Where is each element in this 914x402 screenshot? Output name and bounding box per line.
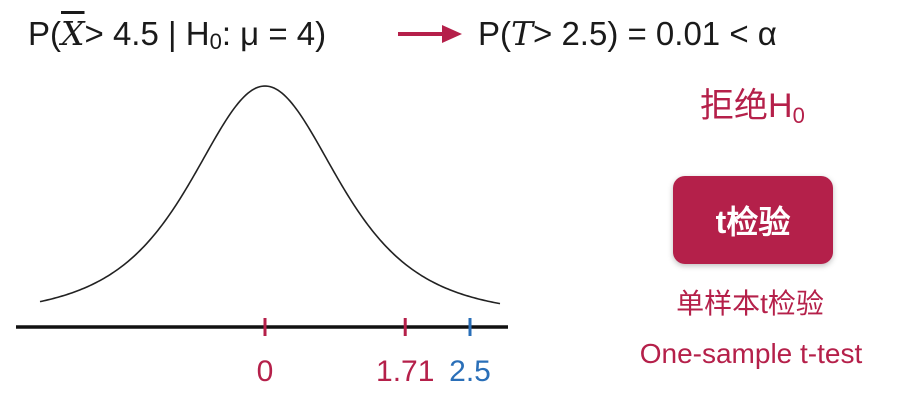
formula-right: P(T> 2.5) = 0.01 < α: [478, 10, 777, 58]
reject-subscript: 0: [792, 103, 805, 128]
axis-ticks: [263, 318, 472, 336]
formula-left-prefix: P(: [28, 15, 61, 52]
hypothesis-formula: P(X> 4.5 | H0: μ = 4) P(T> 2.5) = 0.01 <…: [28, 10, 898, 66]
sample-mean-symbol: X: [61, 14, 85, 53]
t-test-button-label: t检验: [715, 204, 791, 240]
axis-tick-label-2: 2.5: [449, 355, 491, 388]
arrow-icon: [398, 25, 462, 43]
axis-tick-label-1: 1.71: [376, 355, 435, 388]
caption-english: One-sample t-test: [639, 338, 863, 369]
h-subscript: 0: [209, 29, 222, 54]
reject-text: 拒绝H: [700, 87, 793, 125]
density-curve: [39, 85, 501, 305]
caption-chinese: 单样本t检验: [676, 288, 824, 319]
formula-left-mu: : μ = 4): [221, 15, 327, 52]
t-statistic-symbol: T: [511, 14, 534, 53]
axis-tick-label-0: 0: [256, 355, 274, 388]
t-distribution-diagram: [16, 85, 508, 336]
reject-h0-label: 拒绝H0: [700, 84, 805, 138]
formula-right-prefix: P(: [478, 15, 511, 52]
formula-left: P(X> 4.5 | H0: μ = 4): [28, 10, 326, 66]
formula-left-middle: > 4.5 | H: [84, 15, 210, 52]
t-test-button[interactable]: t检验: [673, 176, 833, 264]
formula-right-suffix: > 2.5) = 0.01 < α: [533, 15, 777, 52]
